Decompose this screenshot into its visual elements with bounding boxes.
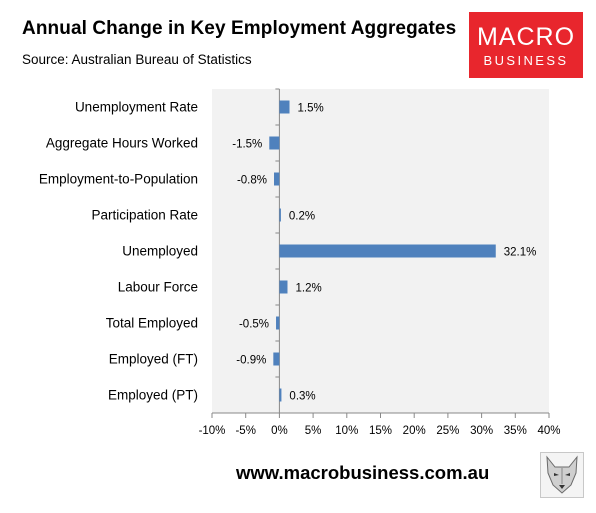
x-tick-label: 25% <box>436 425 459 437</box>
category-label: Unemployment Rate <box>75 100 198 115</box>
category-label: Aggregate Hours Worked <box>46 136 198 151</box>
x-tick-label: -5% <box>235 425 255 437</box>
data-label: -0.5% <box>239 319 269 331</box>
bar <box>273 352 280 366</box>
category-label: Labour Force <box>118 280 198 295</box>
logo-line-2: BUSINESS <box>483 53 569 68</box>
data-label: 1.5% <box>298 103 324 115</box>
x-tick-label: 30% <box>470 425 493 437</box>
footer-url[interactable]: www.macrobusiness.com.au <box>236 462 490 483</box>
category-label: Employed (PT) <box>108 388 198 403</box>
x-tick-label: 0% <box>271 425 288 437</box>
data-label: 1.2% <box>295 283 321 295</box>
bar <box>274 172 280 186</box>
wolf-logo-icon <box>540 452 584 498</box>
bar <box>279 100 290 114</box>
x-tick-label: 20% <box>403 425 426 437</box>
data-label: 0.2% <box>289 211 315 223</box>
chart-source: Source: Australian Bureau of Statistics <box>22 52 252 67</box>
data-label: -0.8% <box>237 175 267 187</box>
category-label: Employment-to-Population <box>39 172 198 187</box>
bar <box>269 136 280 150</box>
x-tick-label: 15% <box>369 425 392 437</box>
x-tick-label: 35% <box>504 425 527 437</box>
category-label: Employed (FT) <box>109 352 198 367</box>
bar <box>279 388 282 402</box>
x-tick-label: 10% <box>335 425 358 437</box>
category-label: Total Employed <box>106 316 198 331</box>
x-tick-label: -10% <box>199 425 226 437</box>
data-label: 0.3% <box>289 391 315 403</box>
category-label: Participation Rate <box>91 208 198 223</box>
x-tick-label: 5% <box>305 425 322 437</box>
x-tick-label: 40% <box>537 425 560 437</box>
bar <box>276 316 280 330</box>
data-label: 32.1% <box>504 247 537 259</box>
category-label: Unemployed <box>122 244 198 259</box>
logo-line-1: MACRO <box>476 23 576 51</box>
bar <box>279 208 281 222</box>
bar <box>279 244 496 258</box>
data-label: -1.5% <box>232 139 262 151</box>
bar <box>279 280 288 294</box>
macrobusiness-logo: MACRO BUSINESS <box>469 12 583 78</box>
chart-title: Annual Change in Key Employment Aggregat… <box>22 18 457 39</box>
data-label: -0.9% <box>236 355 266 367</box>
